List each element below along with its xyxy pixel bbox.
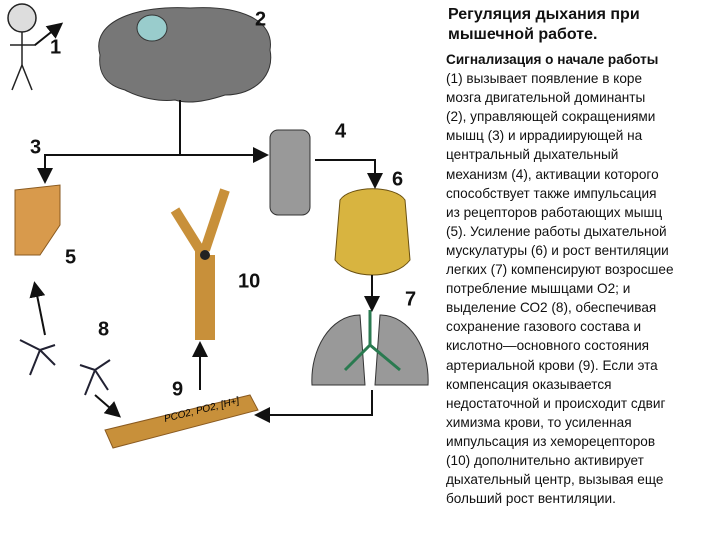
body-line: мускулатуры (6) и рост вентиляции [446, 242, 669, 258]
body-line: мышц (3) и иррадиирующей на [446, 128, 643, 144]
bronchi [343, 310, 401, 372]
medulla [269, 129, 311, 216]
body-line: кислотно—основного состояния [446, 338, 650, 354]
person-icon [7, 3, 37, 91]
body-line: (1) вызывает появление в коре [446, 71, 643, 87]
diagram-label: 2 [255, 8, 266, 30]
body-line: химизма крови, то усиленная [446, 414, 632, 430]
title-line: мышечной работе. [448, 26, 598, 43]
diagram-label: 4 [335, 120, 347, 142]
body-line: из рецепторов работающих мышц [446, 204, 663, 220]
title-line: Регуляция дыхания при [448, 6, 640, 23]
body-line: (5). Усиление работы дыхательной [446, 223, 667, 239]
diagram-label: 10 [238, 270, 260, 292]
body-text: Сигнализация о начале работы (1) вызывает… [446, 50, 674, 508]
muscle [14, 184, 61, 256]
arrows [29, 22, 383, 423]
body-line: недостаточной и происходит сдвиг [446, 395, 666, 411]
body-line: импульсация из хеморецепторов [446, 433, 656, 449]
diagram-label: 7 [405, 288, 416, 310]
body-line: механизм (4), активации которого [446, 166, 659, 182]
diagram-label: 8 [98, 318, 109, 340]
ribcage [334, 188, 411, 276]
body-line: выделение СО2 (8), обеспечивая [446, 300, 657, 316]
body-line: (2), управляющей сокращениями [446, 109, 656, 125]
diagram-label: 5 [65, 246, 76, 268]
body-line: артериальной крови (9). Если эта [446, 357, 658, 373]
body-line: мозга двигательной доминанты [446, 90, 646, 106]
body-line: дыхательный центр, вызывая еще [446, 472, 664, 488]
body-line: Сигнализация о начале работы [446, 52, 659, 67]
body-line: потребление мышцами О2; и [446, 281, 631, 297]
body-line: легких (7) компенсируют возросшее [446, 262, 674, 278]
body-line: компенсация оказывается [446, 376, 612, 392]
body-line: больший рост вентиляции. [446, 491, 616, 507]
body-line: способствует также импульсация [446, 185, 657, 201]
runner-icons [19, 339, 111, 396]
dominant-zone [136, 14, 168, 42]
carotid-body [170, 188, 230, 340]
diagram-label: 9 [172, 378, 183, 400]
body-line: центральный дыхательный [446, 147, 619, 163]
diagram-label: 6 [392, 168, 403, 190]
title: Регуляция дыхания при мышечной работе. [448, 5, 640, 45]
diagram-label: 3 [30, 136, 41, 158]
diagram-label: 1 [50, 36, 61, 58]
body-line: (10) дополнительно активирует [446, 452, 644, 468]
brain [98, 7, 272, 103]
body-line: сохранение газового состава и [446, 319, 642, 335]
